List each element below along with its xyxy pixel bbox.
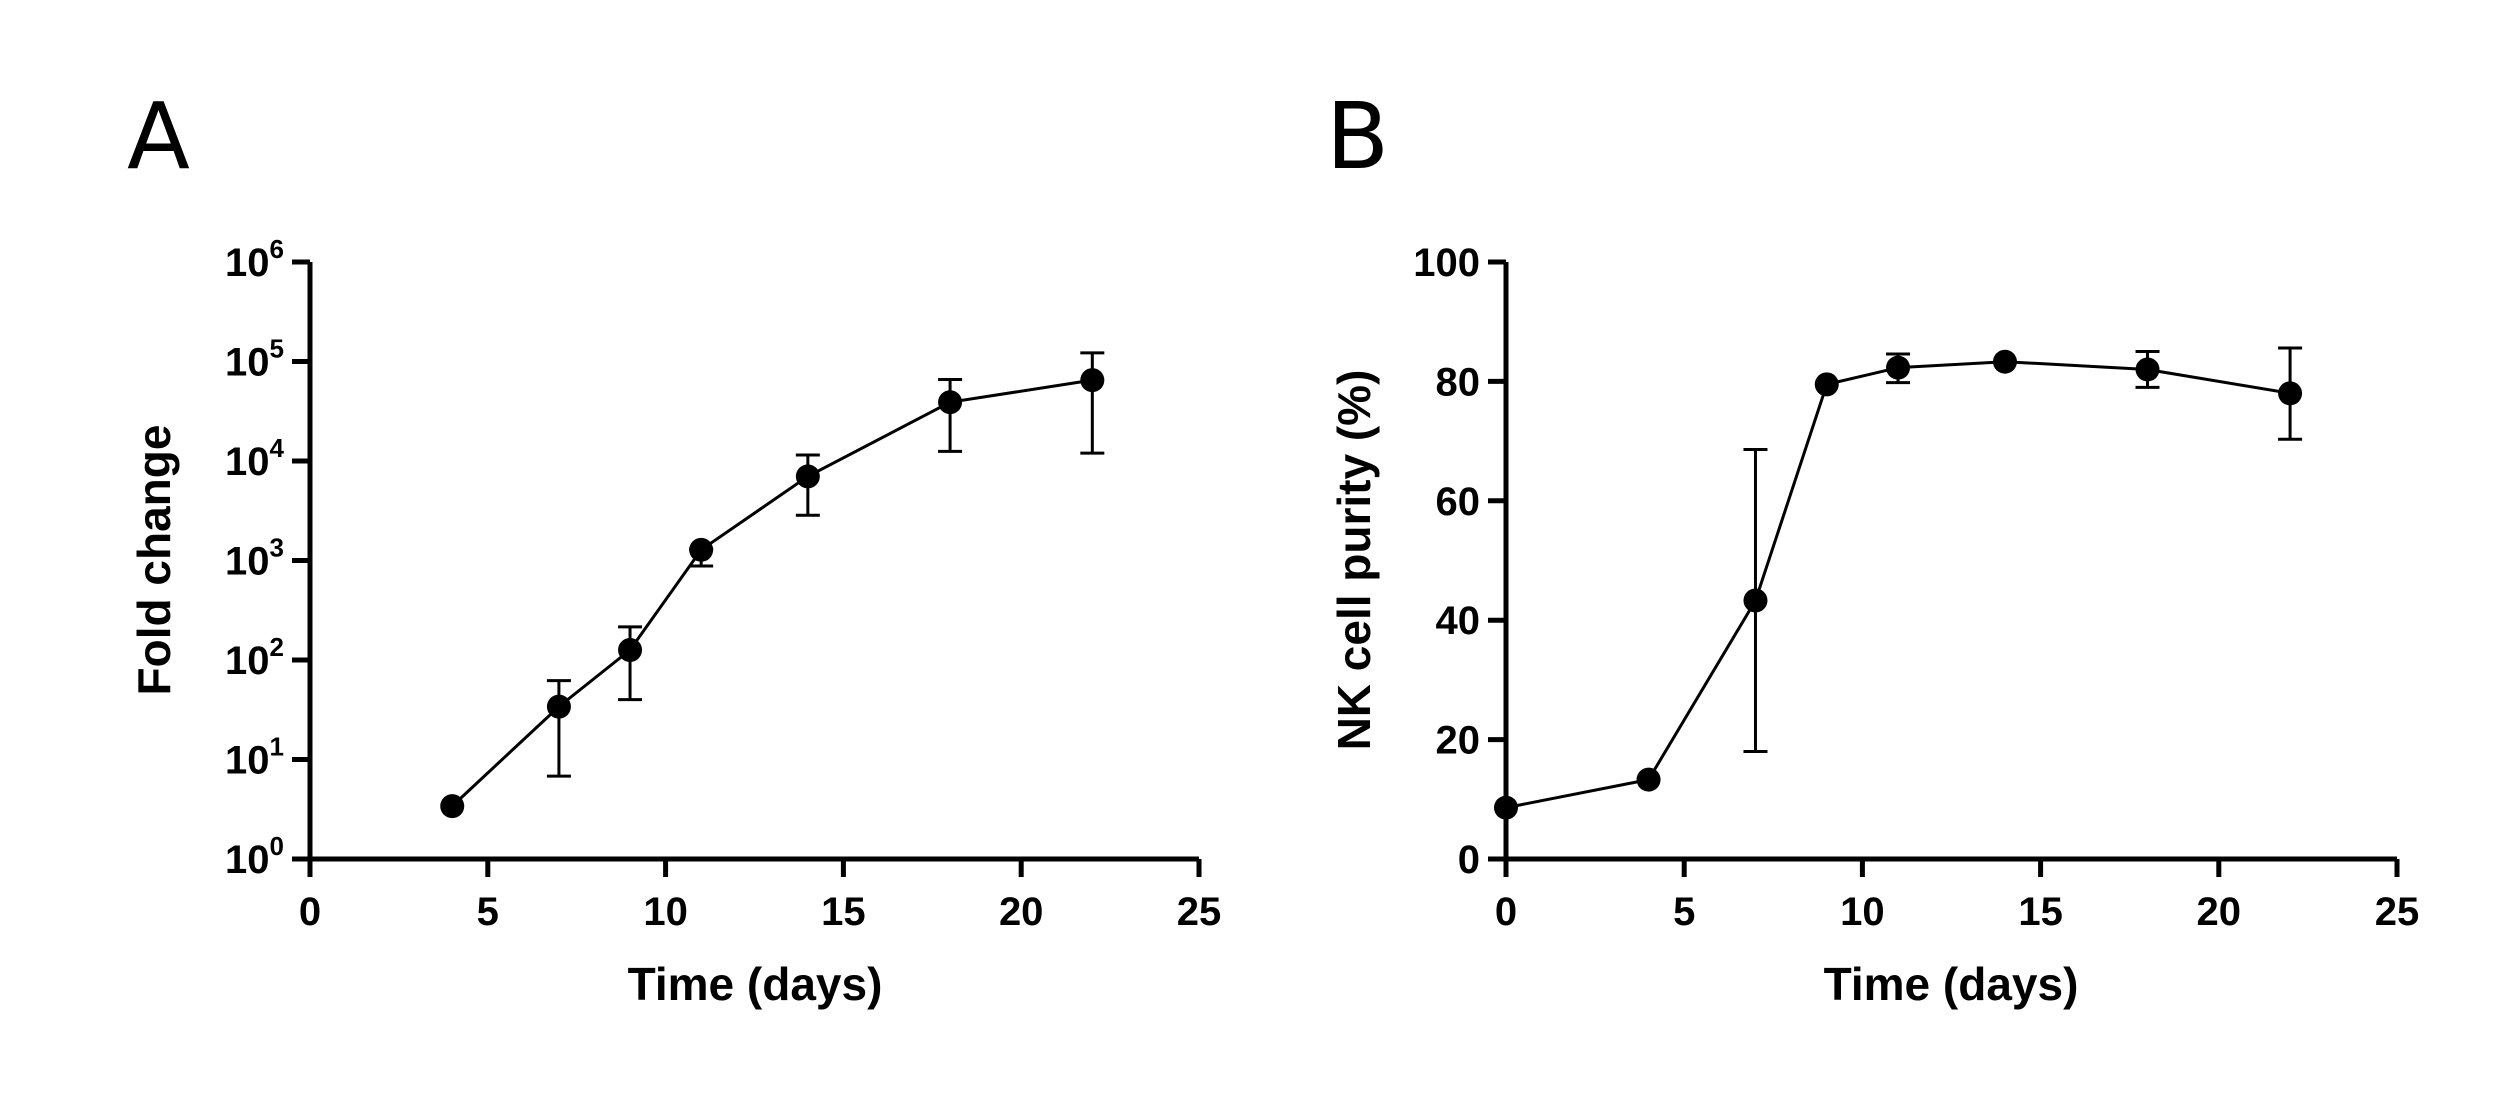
x-tick-label: 10: [1840, 890, 1885, 934]
y-tick-label: 101: [225, 732, 284, 783]
x-tick-label: 20: [999, 890, 1044, 934]
series-line: [451, 378, 1093, 808]
data-point: [2278, 381, 2303, 406]
data-point: [2135, 357, 2160, 382]
data-point: [1886, 355, 1911, 380]
x-tick-label: 5: [477, 890, 499, 934]
y-tick-label: 20: [1436, 719, 1481, 763]
x-tick-label: 25: [1177, 890, 1222, 934]
x-tick-label: 5: [1673, 890, 1695, 934]
x-tick-label: 0: [299, 890, 321, 934]
panel-b: B 0 5 10 15 20 25 0 20 40 60 80 100 Time (days) NK…: [1326, 83, 2419, 1010]
y-tick-label: 100: [1413, 241, 1480, 285]
data-point: [546, 694, 571, 719]
y-tick-label: 103: [225, 533, 284, 584]
data-point: [1743, 588, 1768, 613]
y-tick-label: 40: [1436, 599, 1481, 643]
data-point: [440, 794, 465, 819]
x-tick-label: 0: [1495, 890, 1517, 934]
panel-b-y-title: NK cell purity (%): [1328, 370, 1380, 751]
data-point: [1636, 767, 1661, 792]
error-bar: [1080, 351, 1105, 455]
panel-b-x-ticks: 0 5 10 15 20 25: [1495, 859, 2419, 934]
panel-b-letter: B: [1326, 83, 1389, 190]
x-tick-label: 10: [643, 890, 688, 934]
data-point: [689, 537, 714, 562]
panel-b-y-ticks: 0 20 40 60 80 100: [1413, 241, 1506, 882]
y-tick-label: 80: [1436, 360, 1481, 404]
x-tick-label: 15: [2018, 890, 2063, 934]
data-point: [618, 638, 643, 663]
data-point: [795, 464, 820, 489]
panel-a: A 0 5 10 15 20 25 100 101 102 103 104 105 106 Time …: [127, 83, 1221, 1010]
y-tick-label: 106: [225, 234, 284, 285]
panel-b-plot-area: [1494, 346, 2303, 820]
x-tick-label: 20: [2197, 890, 2242, 934]
panel-a-letter: A: [127, 83, 190, 190]
data-point: [1080, 368, 1105, 393]
panel-a-y-ticks: 100 101 102 103 104 105 106: [225, 234, 310, 882]
panel-b-x-title: Time (days): [1824, 958, 2079, 1010]
panel-a-plot-area: [440, 351, 1105, 819]
y-tick-label: 104: [225, 433, 285, 484]
y-tick-label: 102: [225, 632, 284, 683]
data-point: [1992, 349, 2017, 374]
y-tick-label: 60: [1436, 480, 1481, 524]
data-point: [938, 390, 963, 415]
y-tick-label: 105: [225, 334, 284, 385]
y-tick-label: 0: [1458, 838, 1480, 882]
data-point: [1814, 372, 1839, 397]
data-point: [1494, 795, 1518, 820]
panel-a-x-ticks: 0 5 10 15 20 25: [299, 859, 1221, 934]
panel-a-x-title: Time (days): [628, 958, 883, 1010]
series-line: [1505, 360, 2291, 810]
y-tick-label: 100: [225, 831, 284, 882]
panel-a-y-title: Fold change: [128, 425, 180, 696]
x-tick-label: 15: [821, 890, 866, 934]
x-tick-label: 25: [2375, 890, 2420, 934]
